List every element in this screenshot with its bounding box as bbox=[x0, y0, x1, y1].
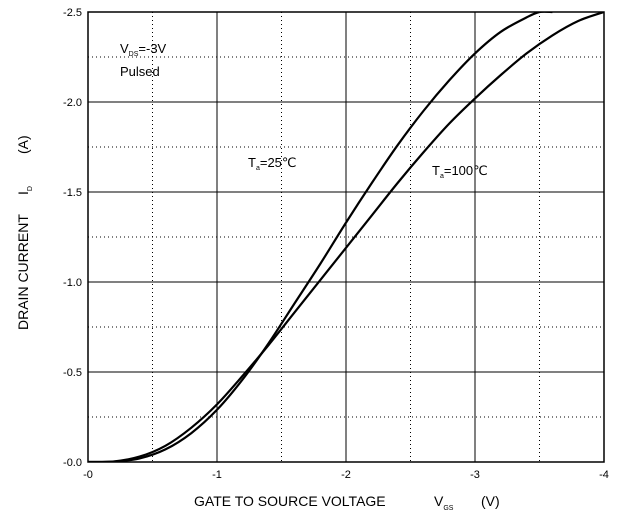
y-tick-label: -0.0 bbox=[63, 457, 82, 469]
x-tick-labels: -0 -1 -2 -3 -4 bbox=[83, 469, 609, 481]
y-tick-label: -1.0 bbox=[63, 277, 82, 289]
y-axis-symbol: ID bbox=[15, 186, 34, 195]
x-tick-label: -3 bbox=[470, 469, 480, 481]
y-tick-label: -1.5 bbox=[63, 187, 82, 199]
x-tick-label: -0 bbox=[83, 469, 93, 481]
y-axis-title-group: DRAIN CURRENT ID (A) bbox=[15, 135, 34, 330]
vds-annotation: VDS=-3V bbox=[120, 41, 167, 58]
x-axis-title: GATE TO SOURCE VOLTAGE bbox=[194, 493, 386, 509]
major-grid bbox=[88, 12, 604, 462]
y-axis-unit: (A) bbox=[15, 135, 31, 154]
series-label-25c: Ta=25℃ bbox=[248, 155, 297, 172]
plot-frame bbox=[87, 11, 605, 463]
y-tick-label: -2.5 bbox=[63, 7, 82, 19]
curves bbox=[88, 12, 604, 462]
x-tick-label: -1 bbox=[212, 469, 222, 481]
x-tick-label: -4 bbox=[599, 469, 609, 481]
pulsed-annotation: Pulsed bbox=[120, 64, 160, 79]
curve-ta-100c bbox=[88, 12, 604, 462]
y-tick-label: -0.5 bbox=[63, 367, 82, 379]
y-axis-title: DRAIN CURRENT bbox=[15, 214, 31, 330]
curve-ta-25c bbox=[88, 12, 553, 462]
y-tick-label: -2.0 bbox=[63, 97, 82, 109]
x-tick-label: -2 bbox=[341, 469, 351, 481]
minor-grid bbox=[88, 12, 604, 462]
y-tick-labels: -0.0 -0.5 -1.0 -1.5 -2.0 -2.5 bbox=[63, 7, 82, 469]
series-label-100c: Ta=100℃ bbox=[432, 163, 488, 180]
x-axis-unit: (V) bbox=[481, 493, 500, 509]
x-axis-symbol: VGS bbox=[434, 493, 454, 512]
